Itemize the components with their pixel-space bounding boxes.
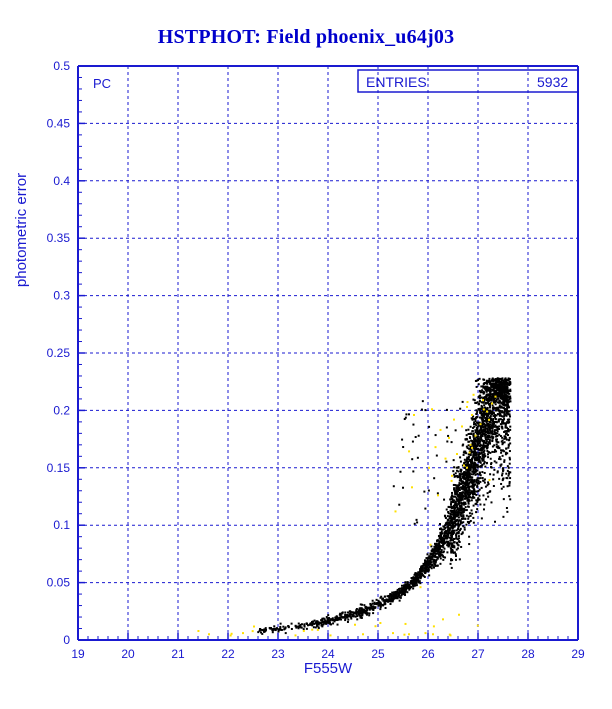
- legend-entries-label: ENTRIES: [366, 74, 427, 90]
- legend-entries-value: 5932: [537, 74, 568, 90]
- y-tick-label: 0.35: [47, 231, 71, 245]
- x-axis-title: F555W: [304, 660, 353, 677]
- x-tick-label: 19: [71, 647, 85, 661]
- x-tick-label: 25: [371, 647, 385, 661]
- y-tick-label: 0.45: [47, 116, 71, 130]
- x-tick-label: 26: [421, 647, 435, 661]
- y-tick-label: 0: [63, 633, 70, 647]
- y-tick-label: 0.25: [47, 346, 71, 360]
- x-tick-label: 29: [571, 647, 585, 661]
- legend-box: [357, 69, 579, 93]
- y-tick-label: 0.05: [47, 576, 71, 590]
- page-title: HSTPHOT: Field phoenix_u64j03: [157, 26, 455, 48]
- y-tick-label: 0.5: [53, 59, 70, 73]
- y-tick-label: 0.1: [53, 518, 70, 532]
- axis-ticks: [77, 65, 579, 641]
- y-tick-label: 0.3: [53, 289, 70, 303]
- y-tick-label: 0.4: [53, 174, 70, 188]
- x-tick-label: 22: [221, 647, 235, 661]
- y-tick-label: 0.15: [47, 461, 71, 475]
- x-tick-label: 27: [471, 647, 485, 661]
- chip-label: PC: [93, 76, 111, 91]
- x-tick-label: 23: [271, 647, 285, 661]
- x-tick-label: 20: [121, 647, 135, 661]
- x-tick-label: 21: [171, 647, 185, 661]
- x-tick-label: 28: [521, 647, 535, 661]
- axis-tick-labels: 19 20 21 22 23 24 25 26 27 28 29 0 0.05 0.1 0.15 0.2 0.2…: [47, 59, 585, 661]
- grid-lines: [78, 66, 578, 640]
- x-tick-label: 24: [321, 647, 335, 661]
- data-points: [197, 377, 512, 637]
- y-axis-title: photometric error: [13, 173, 30, 287]
- y-tick-label: 0.2: [53, 403, 70, 417]
